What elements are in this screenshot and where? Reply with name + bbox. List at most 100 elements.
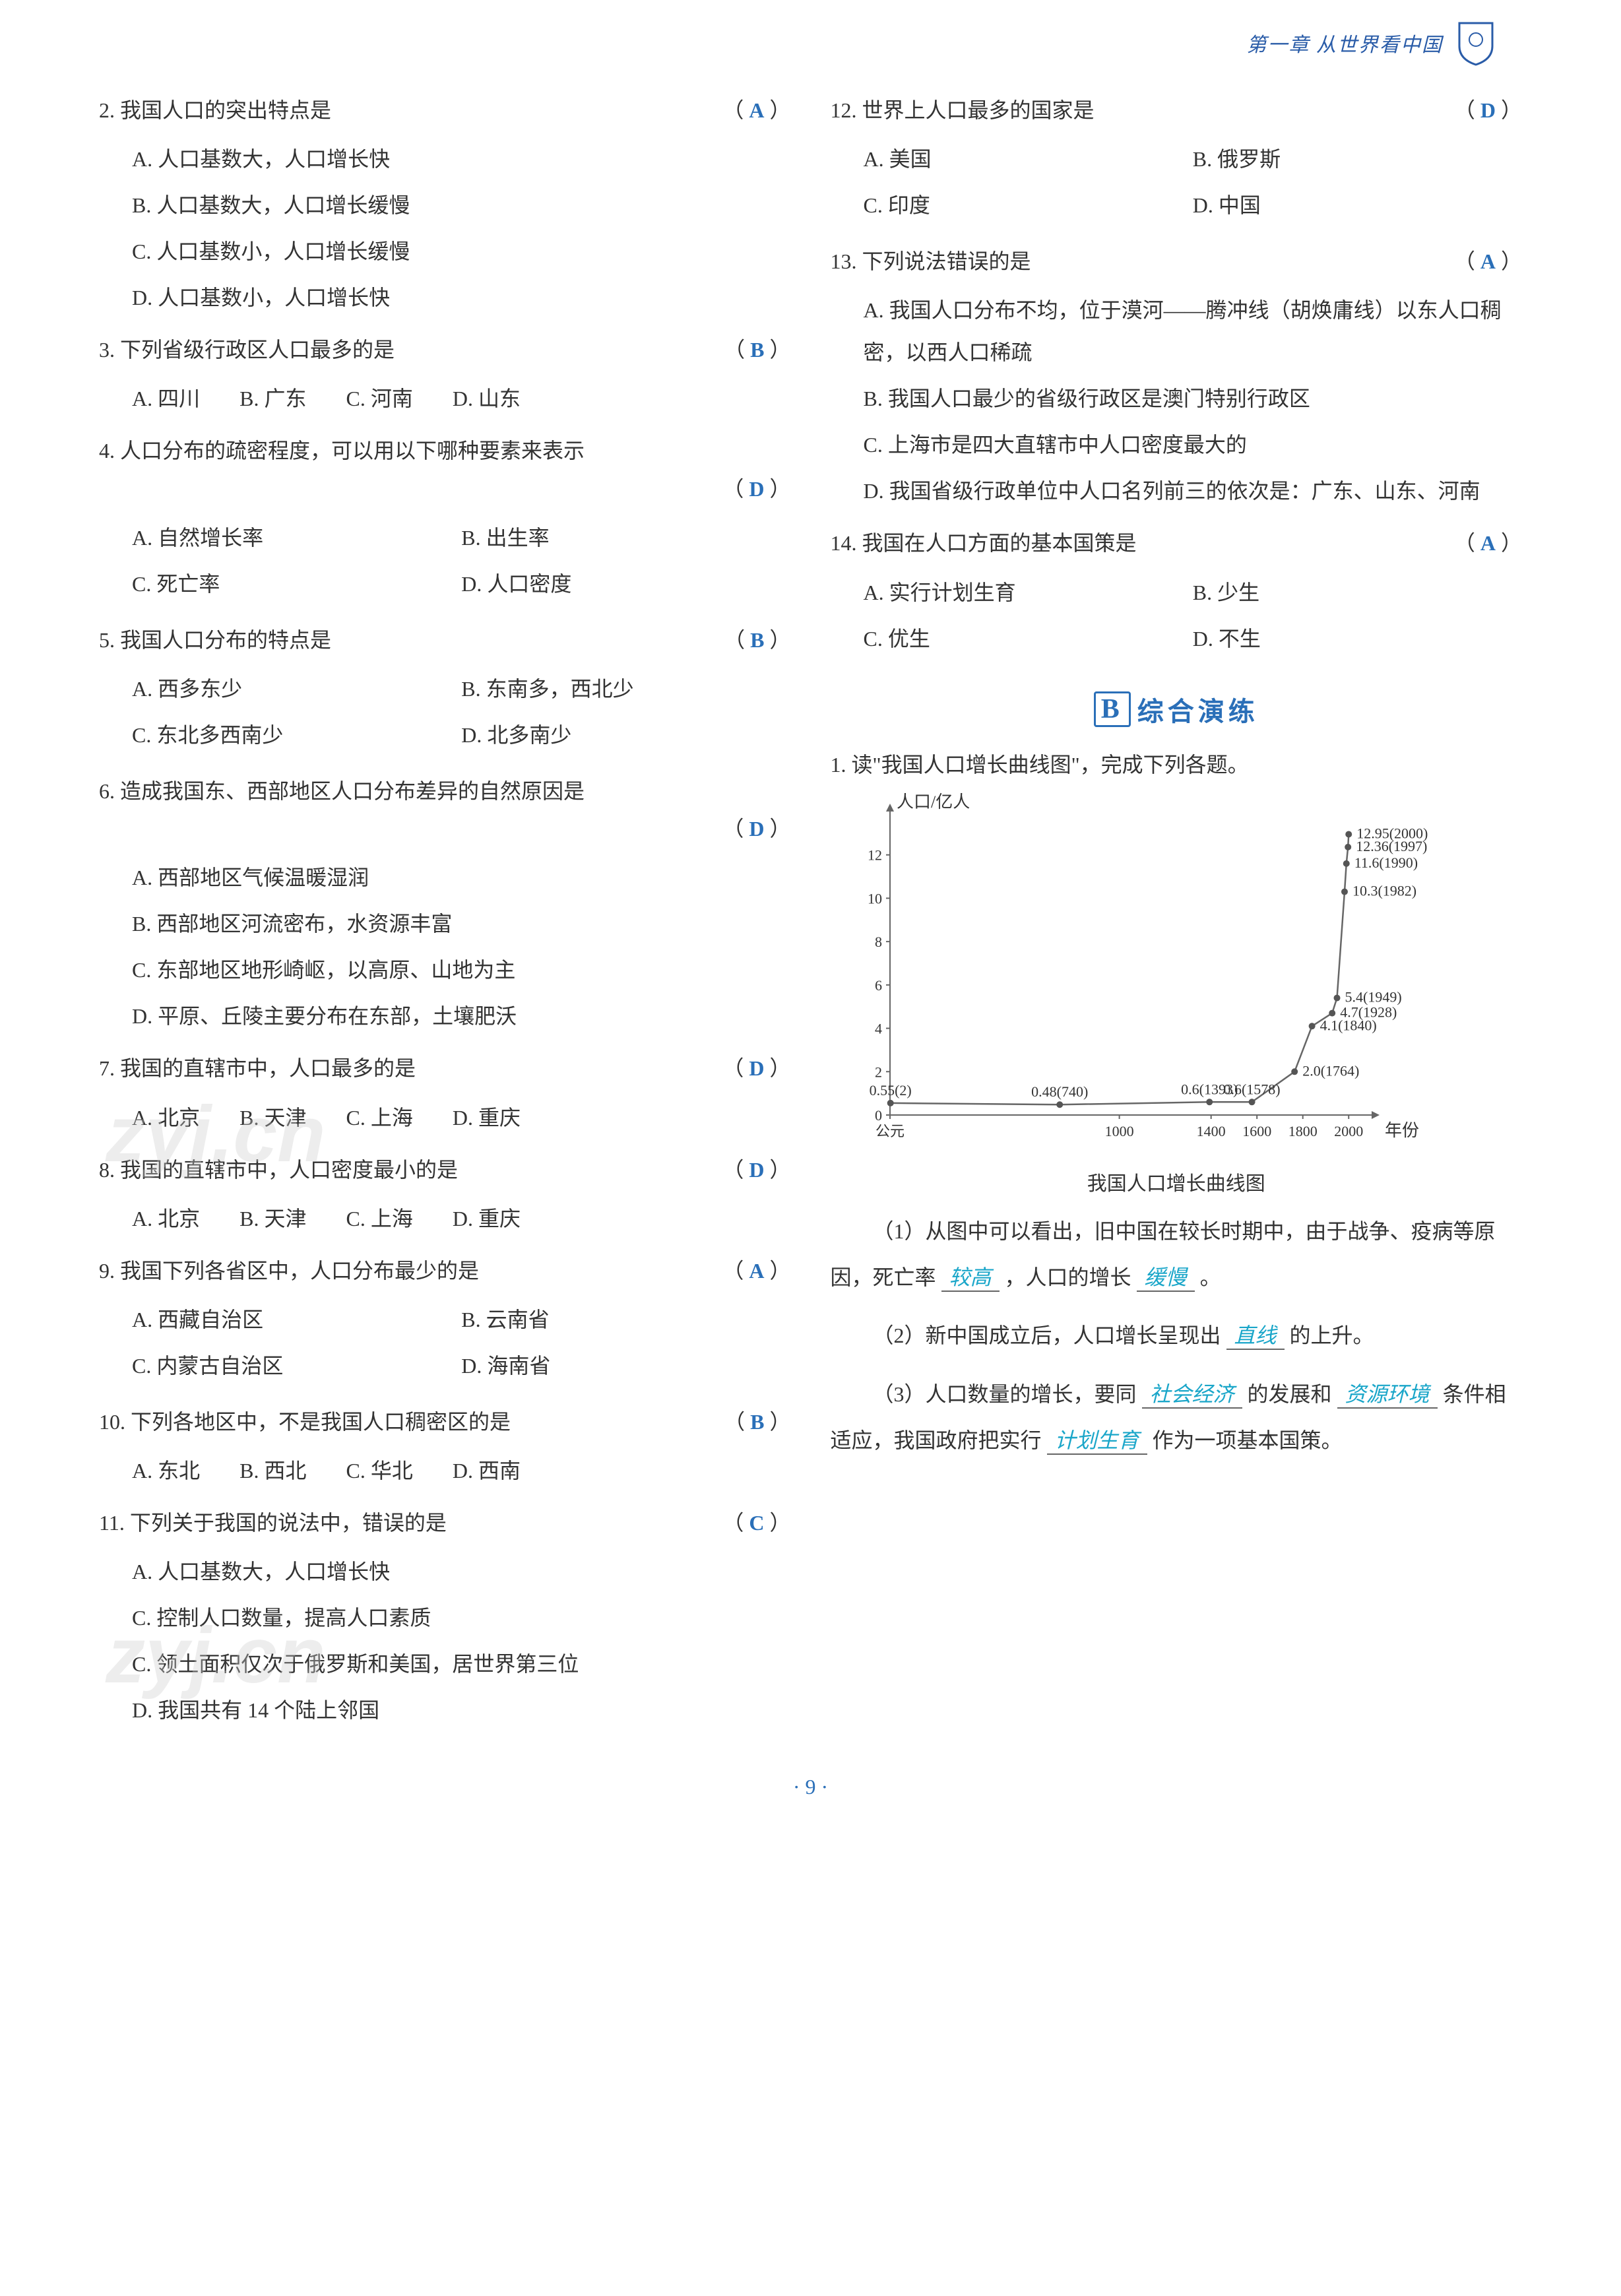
q-stem-text: 6. 造成我国东、西部地区人口分布差异的自然原因是: [99, 775, 585, 808]
opt: B. 西北: [239, 1450, 306, 1492]
opt: B. 东南多，西北少: [461, 668, 790, 710]
opt: C. 印度: [864, 184, 1193, 226]
q4-stem: 4. 人口分布的疏密程度，可以用以下哪种要素来表示: [99, 434, 791, 468]
q-stem-text: 3. 下列省级行政区人口最多的是: [99, 333, 395, 367]
svg-text:1600: 1600: [1242, 1123, 1271, 1139]
opt: A. 美国: [864, 138, 1193, 180]
opt: D. 我国共有 14 个陆上邻国: [132, 1689, 791, 1731]
answer-bracket: （A）: [1454, 526, 1522, 560]
q10-opts: A. 东北 B. 西北 C. 华北 D. 西南: [132, 1450, 791, 1492]
opt: C. 人口基数小，人口增长缓慢: [132, 230, 791, 272]
opt: C. 领土面积仅次于俄罗斯和美国，居世界第三位: [132, 1643, 791, 1685]
opt: B. 西部地区河流密布，水资源丰富: [132, 903, 791, 945]
blank: 缓慢: [1137, 1265, 1195, 1292]
svg-text:0.6(1578): 0.6(1578): [1223, 1081, 1280, 1097]
svg-text:1400: 1400: [1196, 1123, 1225, 1139]
opt: A. 四川: [132, 377, 200, 420]
opt: D. 重庆: [453, 1197, 521, 1240]
population-chart: 024681012公元10001400160018002000人口/亿人年份0.…: [831, 792, 1523, 1196]
q3-opts: A. 四川 B. 广东 C. 河南 D. 山东: [132, 377, 791, 420]
e1-title: 1. 读"我国人口增长曲线图"，完成下列各题。: [831, 748, 1523, 779]
q5-stem: 5. 我国人口分布的特点是 （B）: [99, 623, 791, 657]
blank: 计划生育: [1047, 1428, 1147, 1455]
answer-bracket: （B）: [724, 623, 790, 657]
opt: A. 西藏自治区: [132, 1298, 461, 1341]
t: 作为一项基本国策。: [1153, 1428, 1343, 1452]
e1-sub3: （3）人口数量的增长，要同 社会经济 的发展和 资源环境 条件相适应，我国政府把…: [831, 1371, 1523, 1464]
blank: 直线: [1226, 1323, 1285, 1350]
answer: A: [744, 98, 769, 122]
answer: D: [744, 477, 769, 501]
svg-text:12.95(2000): 12.95(2000): [1356, 825, 1428, 841]
opt: D. 海南省: [461, 1345, 790, 1387]
opt: C. 东北多西南少: [132, 714, 461, 756]
opt: A. 人口基数大，人口增长快: [132, 138, 791, 180]
opt: B. 天津: [239, 1097, 306, 1139]
svg-text:12: 12: [868, 846, 882, 863]
header-title: 第一章 从世界看中国: [1247, 28, 1444, 57]
q11-opts: A. 人口基数大，人口增长快 C. 控制人口数量，提高人口素质 C. 领土面积仅…: [132, 1550, 791, 1731]
svg-text:11.6(1990): 11.6(1990): [1354, 854, 1417, 870]
svg-text:人口/亿人: 人口/亿人: [897, 792, 970, 812]
section-b-label: B: [1094, 691, 1131, 727]
t: 的上升。: [1290, 1323, 1374, 1347]
opt: A. 自然增长率: [132, 517, 461, 559]
svg-text:8: 8: [875, 934, 882, 950]
opt: D. 西南: [453, 1450, 521, 1492]
answer: D: [1475, 98, 1501, 122]
q14-opts: A. 实行计划生育 B. 少生 C. 优生 D. 不生: [864, 571, 1523, 664]
q9-stem: 9. 我国下列各省区中，人口分布最少的是 （A）: [99, 1254, 791, 1288]
blank: 较高: [941, 1265, 1000, 1292]
opt: B. 出生率: [461, 517, 790, 559]
answer-bracket: （B）: [724, 333, 790, 367]
t: 的发展和: [1248, 1382, 1332, 1406]
t: （3）人口数量的增长，要同: [873, 1382, 1137, 1406]
q8-stem: 8. 我国的直辖市中，人口密度最小的是 （D）: [99, 1153, 791, 1187]
left-column: 2. 我国人口的突出特点是 （A） A. 人口基数大，人口增长快 B. 人口基数…: [99, 79, 791, 1735]
q-stem-text: 13. 下列说法错误的是: [831, 245, 1031, 278]
q12-stem: 12. 世界上人口最多的国家是 （D）: [831, 94, 1523, 127]
opt: D. 人口密度: [461, 563, 790, 605]
q6-opts: A. 西部地区气候温暖湿润 B. 西部地区河流密布，水资源丰富 C. 东部地区地…: [132, 856, 791, 1037]
q8-opts: A. 北京 B. 天津 C. 上海 D. 重庆: [132, 1197, 791, 1240]
opt: D. 不生: [1193, 618, 1522, 660]
section-b-heading: B 综合演练: [831, 690, 1523, 728]
opt: A. 北京: [132, 1197, 200, 1240]
q9-opts: A. 西藏自治区 B. 云南省 C. 内蒙古自治区 D. 海南省: [132, 1298, 791, 1391]
opt: C. 优生: [864, 618, 1193, 660]
svg-text:2.0(1764): 2.0(1764): [1302, 1062, 1359, 1079]
q-stem-text: 12. 世界上人口最多的国家是: [831, 94, 1095, 127]
opt: B. 人口基数大，人口增长缓慢: [132, 184, 791, 226]
section-b-title: 综合演练: [1137, 690, 1259, 728]
answer: B: [745, 628, 769, 652]
opt: D. 北多南少: [461, 714, 790, 756]
q2-opts: A. 人口基数大，人口增长快 B. 人口基数大，人口增长缓慢 C. 人口基数小，…: [132, 138, 791, 319]
q4-opts: A. 自然增长率 B. 出生率 C. 死亡率 D. 人口密度: [132, 517, 791, 609]
svg-text:5.4(1949): 5.4(1949): [1345, 988, 1401, 1005]
q-stem-text: 14. 我国在人口方面的基本国策是: [831, 526, 1137, 560]
opt: B. 我国人口最少的省级行政区是澳门特别行政区: [864, 377, 1523, 420]
opt: C. 上海: [346, 1097, 412, 1139]
right-column: 12. 世界上人口最多的国家是 （D） A. 美国 B. 俄罗斯 C. 印度 D…: [831, 79, 1523, 1735]
opt: B. 天津: [239, 1197, 306, 1240]
q5-opts: A. 西多东少 B. 东南多，西北少 C. 东北多西南少 D. 北多南少: [132, 668, 791, 760]
q6-stem: 6. 造成我国东、西部地区人口分布差异的自然原因是: [99, 775, 791, 808]
q-stem-text: 2. 我国人口的突出特点是: [99, 94, 331, 127]
q-stem-text: 4. 人口分布的疏密程度，可以用以下哪种要素来表示: [99, 434, 585, 468]
t: ，人口的增长: [1005, 1265, 1131, 1289]
q-stem-text: 11. 下列关于我国的说法中，错误的是: [99, 1506, 447, 1540]
page-header: 第一章 从世界看中国: [99, 20, 1522, 66]
answer: A: [744, 1259, 769, 1283]
opt: C. 上海: [346, 1197, 412, 1240]
blank: 资源环境: [1337, 1382, 1438, 1409]
q2-stem: 2. 我国人口的突出特点是 （A）: [99, 94, 791, 127]
svg-text:0.48(740): 0.48(740): [1031, 1083, 1088, 1100]
q-stem-text: 7. 我国的直辖市中，人口最多的是: [99, 1052, 416, 1085]
opt: A. 实行计划生育: [864, 571, 1193, 614]
answer-bracket: （D）: [722, 1052, 790, 1085]
answer: D: [744, 817, 769, 841]
opt: C. 控制人口数量，提高人口素质: [132, 1597, 791, 1639]
opt: D. 人口基数小，人口增长快: [132, 276, 791, 319]
q6-ans-row: （D）: [99, 812, 791, 846]
answer: D: [744, 1056, 769, 1080]
